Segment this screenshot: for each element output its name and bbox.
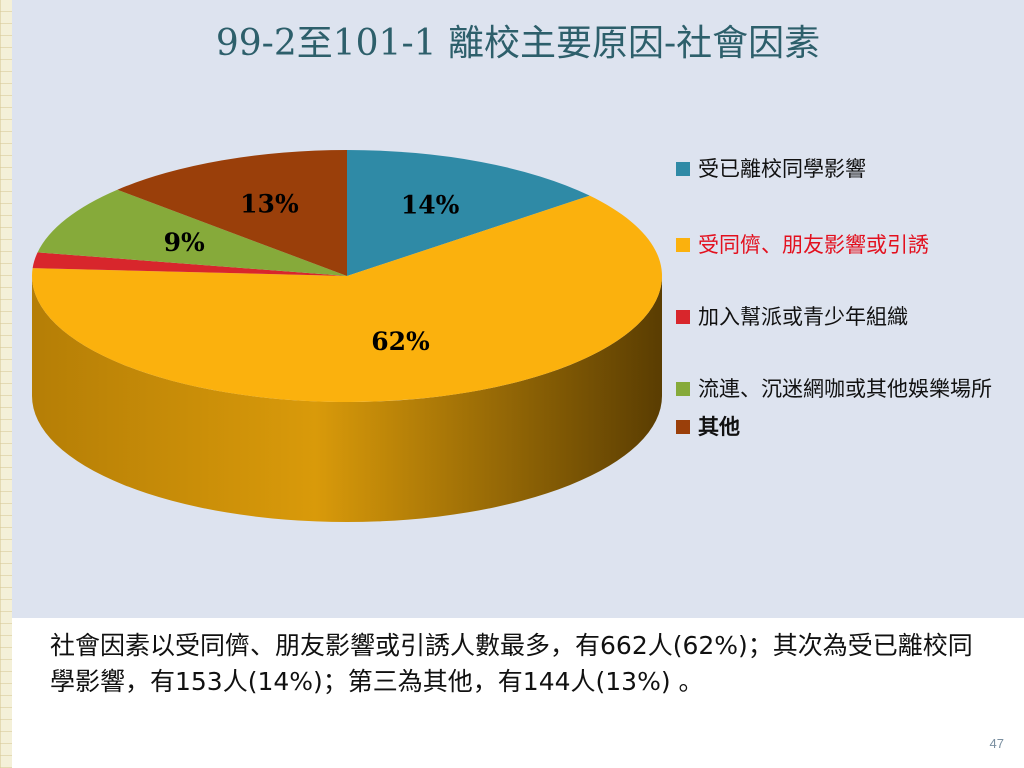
legend-item: 受已離校同學影響	[676, 150, 1016, 188]
legend-item: 受同儕、朋友影響或引誘	[676, 226, 1016, 264]
legend-label: 加入幫派或青少年組織	[698, 305, 908, 329]
legend-item: 其他	[676, 408, 1016, 446]
caption-panel	[12, 618, 1024, 768]
legend-item: 加入幫派或青少年組織	[676, 298, 1016, 336]
slice-peer-left	[347, 150, 590, 276]
legend-label: 受同儕、朋友影響或引誘	[698, 233, 929, 257]
slice-internet-cafe	[37, 189, 347, 276]
slice-label: 62%	[371, 327, 430, 356]
legend-label: 受已離校同學影響	[698, 157, 866, 181]
legend-swatch	[676, 310, 690, 324]
legend-label: 流連、沉迷網咖或其他娛樂場所	[698, 377, 992, 401]
slice-peer-influence-side	[32, 276, 662, 522]
legend-label: 其他	[698, 415, 740, 439]
summary-text: 社會因素以受同儕、朋友影響或引誘人數最多，有662人(62%)；其次為受已離校同…	[50, 631, 973, 696]
pie-labels: 14%62%2%9%13%	[164, 189, 460, 356]
slice-gang	[32, 252, 347, 276]
slice-label: 14%	[401, 190, 460, 219]
slice-label: 13%	[240, 189, 299, 218]
slice-other	[117, 150, 348, 276]
slice-label: 9%	[164, 228, 205, 257]
pie-depth	[32, 276, 662, 522]
legend-swatch	[676, 420, 690, 434]
slide-title: 99-2至101-1 離校主要原因-社會因素	[215, 23, 821, 64]
legend-item: 流連、沉迷網咖或其他娛樂場所	[676, 370, 1016, 408]
pie-slices	[31, 150, 662, 402]
legend-swatch	[676, 382, 690, 396]
legend-swatch	[676, 238, 690, 252]
chart-legend: 受已離校同學影響 受同儕、朋友影響或引誘 加入幫派或青少年組織 流連、沉迷網咖或…	[676, 150, 1016, 446]
slice-peer-influence	[31, 195, 662, 402]
page-number: 47	[989, 736, 1004, 751]
pie-chart: 14%62%2%9%13%	[31, 150, 662, 522]
legend-swatch	[676, 162, 690, 176]
